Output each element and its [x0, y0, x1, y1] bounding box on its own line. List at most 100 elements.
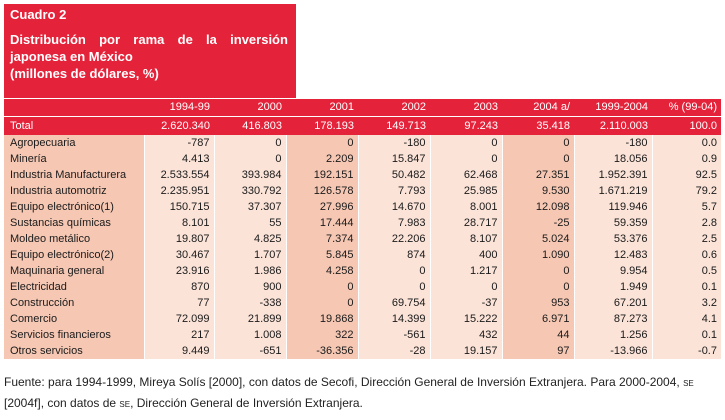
table-cell: 1.949 [574, 279, 653, 295]
table-cell: 19.868 [286, 311, 359, 327]
total-value: 2.110.003 [574, 116, 652, 135]
table-row: Industria Manufacturera 2.533.554 393.984 1… [4, 167, 721, 183]
table-cell: 0 [286, 279, 359, 295]
table-cell: 393.984 [214, 167, 287, 183]
table-cell: 25.985 [430, 183, 503, 199]
header-year: 2001 [286, 99, 358, 117]
title-word: rama [133, 32, 165, 47]
table-cell: 7.374 [286, 231, 359, 247]
table-cell: 0 [502, 263, 575, 279]
table-cell: 77 [144, 295, 215, 311]
table-cell: 12.098 [502, 199, 575, 215]
table-cell: 79.2 [652, 183, 721, 199]
table-cell: -25 [502, 215, 575, 231]
table-cell: -37 [430, 295, 503, 311]
table-cell: 0 [502, 151, 575, 167]
table-cell: 0.0 [652, 135, 721, 151]
table-cell: 50.482 [358, 167, 431, 183]
table-cell: 0 [214, 151, 287, 167]
header-year: 1994-99 [144, 99, 214, 117]
title-word: Distribución [10, 32, 86, 47]
row-label: Servicios financieros [4, 327, 145, 343]
table-cell: 1.707 [214, 247, 287, 263]
row-label: Otros servicios [4, 343, 145, 359]
total-row: Total 2.620.340 416.803 178.193 149.713 … [4, 116, 721, 135]
table-cell: -787 [144, 135, 215, 151]
table-cell: 0 [286, 135, 359, 151]
table-cell: 6.971 [502, 311, 575, 327]
table-row: Equipo electrónico(2) 30.467 1.707 5.845 874… [4, 247, 721, 263]
table-cell: 2.8 [652, 215, 721, 231]
table-cell: 0 [502, 279, 575, 295]
table-row: Industria automotriz 2.235.951 330.792 126.… [4, 183, 721, 199]
table-title-line3: (millones de dólares, %) [10, 66, 159, 81]
table-cell: 0 [286, 295, 359, 311]
table-row: Otros servicios 9.449 -651 -36.356 -28 19.157… [4, 343, 721, 359]
table-title-box: Cuadro 2 Distribución por rama de la inv… [4, 4, 296, 98]
table-row: Servicios financieros 217 1.008 322 -561 432 4… [4, 327, 721, 343]
table-row: Minería 4.413 0 2.209 15.847 0 0 18.056 0.9 [4, 151, 721, 167]
table-cell: 400 [430, 247, 503, 263]
table-cell: 14.399 [358, 311, 431, 327]
source-footnote: Fuente: para 1994-1999, Mireya Solís [20… [4, 372, 722, 414]
table-cell: -651 [214, 343, 287, 359]
table-number: Cuadro 2 [10, 7, 67, 22]
total-value: 100.0 [652, 116, 721, 135]
header-empty-cell [4, 99, 144, 117]
table-cell: 53.376 [574, 231, 653, 247]
row-label: Industria Manufacturera [4, 167, 145, 183]
table-cell: 22.206 [358, 231, 431, 247]
table-cell: -0.7 [652, 343, 721, 359]
table-cell: 2.533.554 [144, 167, 215, 183]
table-cell: 15.847 [358, 151, 431, 167]
row-label: Equipo electrónico(2) [4, 247, 145, 263]
table-row: Equipo electrónico(1) 150.715 37.307 27.996… [4, 199, 721, 215]
table-row: Moldeo metálico 19.807 4.825 7.374 22.206 8.1… [4, 231, 721, 247]
table-cell: 0 [502, 135, 575, 151]
table-cell: 1.671.219 [574, 183, 653, 199]
table-cell: 0 [214, 135, 287, 151]
table-cell: 1.008 [214, 327, 287, 343]
table-cell: 0 [358, 263, 431, 279]
table-cell: 23.916 [144, 263, 215, 279]
table-cell: 55 [214, 215, 287, 231]
table-cell: 126.578 [286, 183, 359, 199]
row-label: Industria automotriz [4, 183, 145, 199]
table-cell: 1.256 [574, 327, 653, 343]
footnote-abbrev: SE [683, 377, 694, 389]
table-cell: 1.090 [502, 247, 575, 263]
header-years-row: 1994-99 2000 2001 2002 2003 2004 a/ 1999… [4, 99, 721, 117]
investment-table: 1994-99 2000 2001 2002 2003 2004 a/ 1999… [4, 99, 721, 359]
table-title-line2: japonesa en México [10, 49, 133, 64]
table-cell: 72.099 [144, 311, 215, 327]
table-cell: 5.024 [502, 231, 575, 247]
table-cell: 4.825 [214, 231, 287, 247]
table-cell: 8.107 [430, 231, 503, 247]
table-cell: 27.996 [286, 199, 359, 215]
table-cell: 1.986 [214, 263, 287, 279]
table-cell: 874 [358, 247, 431, 263]
table-cell: 12.483 [574, 247, 653, 263]
table-cell: 5.7 [652, 199, 721, 215]
table-cell: 0.9 [652, 151, 721, 167]
table-cell: 0 [430, 279, 503, 295]
table-row: Agropecuaria -787 0 0 -180 0 0 -180 0.0 [4, 135, 721, 151]
table-cell: 7.983 [358, 215, 431, 231]
table-cell: -180 [574, 135, 653, 151]
table-cell: 5.845 [286, 247, 359, 263]
row-label: Sustancias químicas [4, 215, 145, 231]
table-cell: 4.413 [144, 151, 215, 167]
title-word: la [206, 32, 217, 47]
table-cell: 0.6 [652, 247, 721, 263]
table-row: Electricidad 870 900 0 0 0 0 1.949 0.1 [4, 279, 721, 295]
table-cell: 2.5 [652, 231, 721, 247]
table-cell: 0.5 [652, 263, 721, 279]
footnote-text: Fuente: para 1994-1999, Mireya Solís [20… [4, 375, 684, 389]
row-label: Minería [4, 151, 145, 167]
table-cell: 192.151 [286, 167, 359, 183]
table-cell: 97 [502, 343, 575, 359]
table-cell: 0 [430, 135, 503, 151]
table-cell: 9.954 [574, 263, 653, 279]
row-label: Construcción [4, 295, 145, 311]
table-cell: 15.222 [430, 311, 503, 327]
